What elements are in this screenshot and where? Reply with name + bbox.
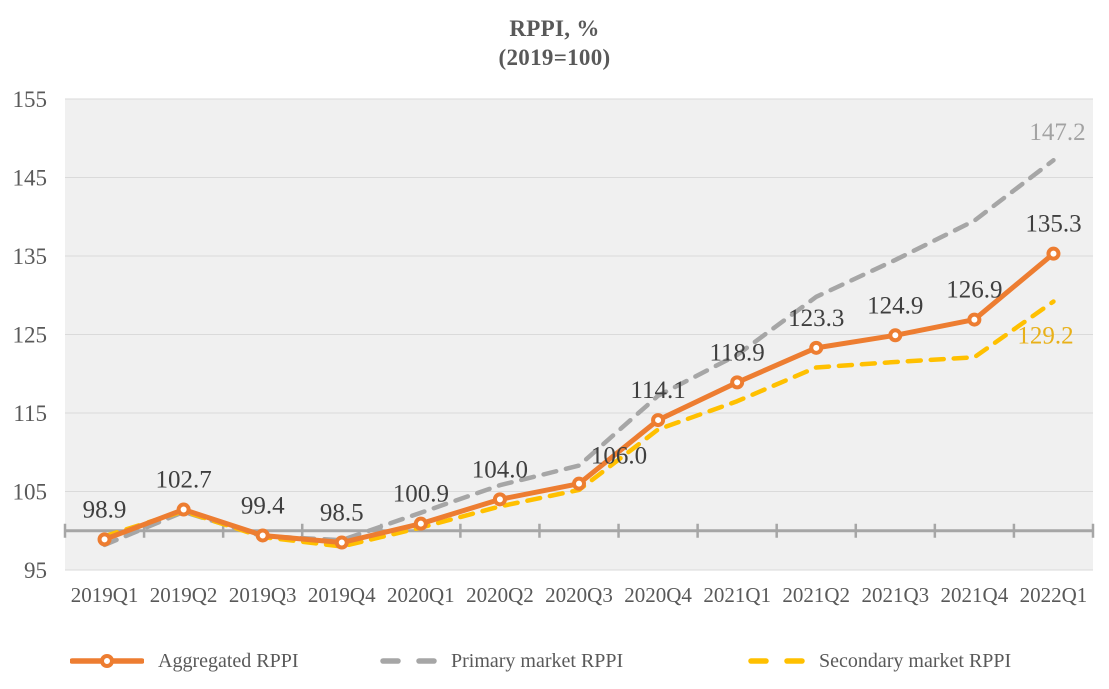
data-label: 100.9	[393, 481, 449, 508]
x-axis-tick-label: 2021Q2	[782, 583, 850, 607]
x-axis-tick-label: 2020Q3	[545, 583, 613, 607]
data-point-marker	[492, 492, 507, 507]
data-point-marker	[413, 516, 428, 531]
x-axis-tick-label: 2020Q4	[624, 583, 692, 607]
data-label: 129.2	[1017, 323, 1073, 350]
y-axis-tick-label: 145	[13, 166, 48, 191]
legend-label-aggregated: Aggregated RPPI	[158, 649, 299, 672]
y-axis-tick-label: 95	[24, 558, 47, 583]
x-axis-tick-label: 2019Q3	[229, 583, 297, 607]
y-axis-tick-label: 155	[13, 87, 48, 112]
legend-item-primary: Primary market RPPI	[380, 646, 623, 676]
data-label: 104.0	[472, 456, 528, 483]
data-label: 118.9	[709, 339, 764, 366]
y-axis-tick-label: 125	[13, 323, 48, 348]
x-axis-tick-label: 2019Q4	[308, 583, 376, 607]
y-axis-tick-label: 115	[13, 401, 47, 426]
legend-marker-primary-icon	[380, 658, 437, 664]
legend-item-aggregated: Aggregated RPPI	[70, 646, 299, 676]
x-axis-tick-label: 2022Q1	[1020, 583, 1088, 607]
x-axis-tick-label: 2021Q4	[941, 583, 1009, 607]
data-label: 124.9	[867, 292, 923, 319]
x-axis-tick-label: 2020Q1	[387, 583, 455, 607]
data-label: 98.5	[320, 500, 364, 527]
data-label: 106.0	[591, 443, 647, 470]
x-axis-tick-label: 2019Q2	[150, 583, 218, 607]
data-point-marker	[888, 328, 903, 343]
y-axis-tick-label: 135	[13, 244, 48, 269]
data-label: 147.2	[1029, 119, 1085, 146]
data-label: 98.9	[83, 496, 127, 523]
x-axis-tick-label: 2021Q1	[703, 583, 771, 607]
legend-marker-aggregated-icon	[70, 654, 144, 668]
x-axis-tick-label: 2019Q1	[71, 583, 139, 607]
data-label: 99.4	[241, 492, 285, 519]
data-point-marker	[97, 532, 112, 547]
legend-item-secondary: Secondary market RPPI	[748, 646, 1011, 676]
data-point-marker	[967, 312, 982, 327]
data-point-marker	[809, 340, 824, 355]
legend-label-primary: Primary market RPPI	[451, 649, 624, 672]
chart-title-line2: (2019=100)	[498, 45, 611, 70]
data-point-marker	[651, 413, 666, 428]
data-point-marker	[1046, 246, 1061, 261]
data-point-marker	[730, 375, 745, 390]
data-label: 114.1	[630, 377, 685, 404]
data-point-marker	[176, 502, 191, 517]
data-point-marker	[572, 476, 586, 491]
data-label: 135.3	[1025, 211, 1081, 238]
legend-marker-secondary-icon	[748, 658, 805, 664]
x-axis-tick-label: 2020Q2	[466, 583, 534, 607]
data-label: 126.9	[946, 277, 1002, 304]
data-label: 123.3	[788, 305, 844, 332]
y-axis-tick-label: 105	[13, 480, 48, 505]
chart-title: RPPI, % (2019=100)	[0, 14, 1109, 72]
x-axis-tick-label: 2021Q3	[861, 583, 929, 607]
data-point-marker	[255, 528, 270, 543]
chart-title-line1: RPPI, %	[509, 16, 600, 41]
data-label: 102.7	[155, 467, 211, 494]
data-point-marker	[334, 535, 349, 550]
legend-label-secondary: Secondary market RPPI	[819, 649, 1012, 672]
